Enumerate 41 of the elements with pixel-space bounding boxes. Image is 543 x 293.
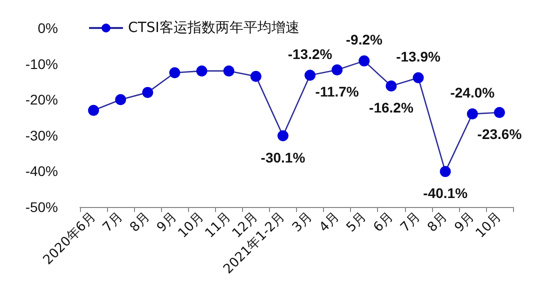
x-tick-label: 8月: [425, 210, 451, 236]
point: [466, 108, 478, 120]
x-tick-label: 8月: [127, 210, 153, 236]
point: [412, 72, 424, 84]
data-label: -16.2%: [369, 99, 414, 116]
point: [304, 70, 316, 81]
y-tick-label: -40%: [25, 163, 58, 180]
x-tick-label: 10月: [473, 210, 505, 242]
point: [386, 80, 397, 92]
point: [115, 94, 126, 106]
y-tick-label: 0%: [38, 20, 58, 36]
data-label: -30.1%: [260, 149, 306, 166]
y-tick-label: -10%: [25, 56, 58, 72]
point: [196, 65, 208, 76]
point: [169, 67, 180, 78]
point: [358, 55, 370, 66]
point: [494, 106, 505, 118]
point: [250, 70, 262, 82]
data-label: -13.2%: [288, 46, 333, 62]
data-label: -24.0%: [450, 84, 496, 100]
x-tick-label: 5月: [344, 210, 370, 236]
y-tick-label: -30%: [25, 127, 58, 144]
data-label: -13.9%: [396, 48, 442, 64]
x-tick-label: 3月: [290, 210, 316, 236]
y-tick-label: -20%: [25, 92, 58, 108]
y-tick-label: -50%: [25, 199, 58, 215]
data-label: -23.6%: [477, 126, 522, 142]
data-label: -40.1%: [423, 185, 468, 202]
point: [440, 166, 451, 178]
data-label: -11.7%: [315, 83, 360, 100]
x-tick-label: 6月: [370, 210, 397, 236]
point: [332, 64, 343, 76]
point: [142, 86, 154, 98]
x-tick-label: 4月: [316, 210, 342, 236]
point: [277, 130, 288, 142]
x-tick-label: 7月: [100, 210, 126, 236]
point: [88, 104, 100, 116]
legend-label: CTSI客运指数两年平均增速: [128, 20, 300, 36]
x-tick-label: 7月: [398, 210, 424, 236]
data-label: -9.2%: [346, 31, 383, 48]
point: [223, 65, 234, 76]
